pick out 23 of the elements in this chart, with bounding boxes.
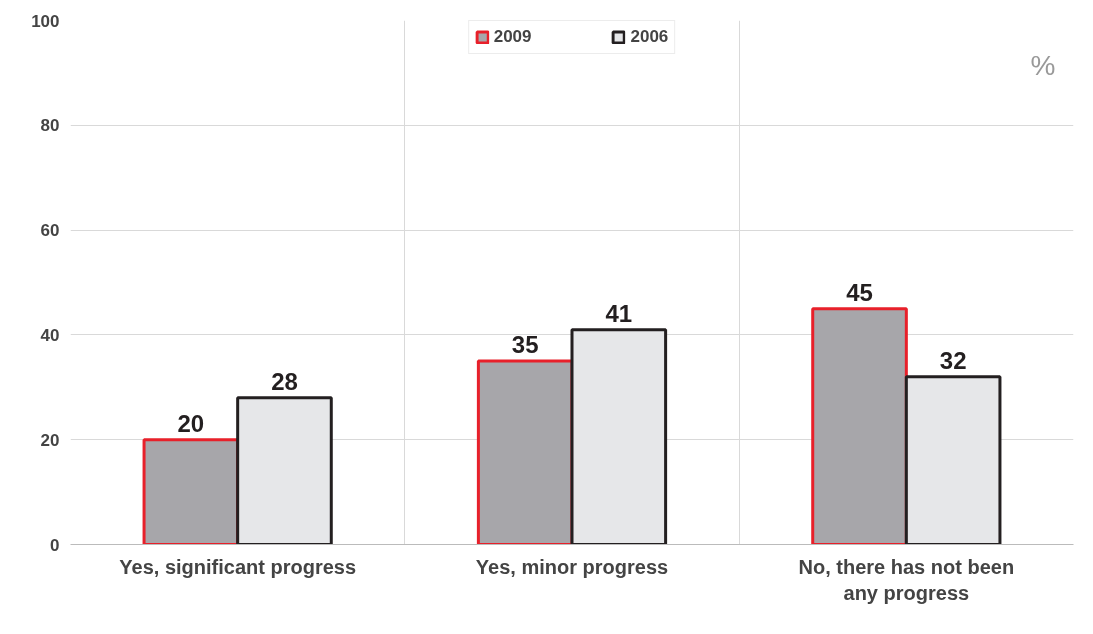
x-tick-label: Yes, significant progress xyxy=(119,555,357,578)
y-tick-label: 40 xyxy=(40,325,60,345)
x-tick-label: No, there has not been any progress xyxy=(798,555,1015,604)
bar xyxy=(904,375,1002,545)
data-label: 32 xyxy=(939,346,967,374)
data-label: 35 xyxy=(511,331,539,359)
legend-label: 2009 xyxy=(493,27,532,47)
y-tick-label: 60 xyxy=(40,221,60,241)
bar xyxy=(236,396,333,545)
bar xyxy=(811,307,908,545)
bar xyxy=(570,328,668,545)
y-tick-label: 20 xyxy=(40,430,60,450)
y-tick-label: 80 xyxy=(40,116,60,136)
x-tick-label: Yes, minor progress xyxy=(475,555,669,578)
data-label: 28 xyxy=(271,367,298,395)
annotation: % xyxy=(1030,49,1056,81)
y-tick-label: 100 xyxy=(31,11,60,31)
data-label: 20 xyxy=(177,409,205,437)
y-tick-label: 0 xyxy=(50,535,60,555)
data-label: 41 xyxy=(605,299,633,327)
data-label: 45 xyxy=(846,278,873,306)
bar xyxy=(476,359,574,545)
legend-label: 2006 xyxy=(630,27,669,47)
